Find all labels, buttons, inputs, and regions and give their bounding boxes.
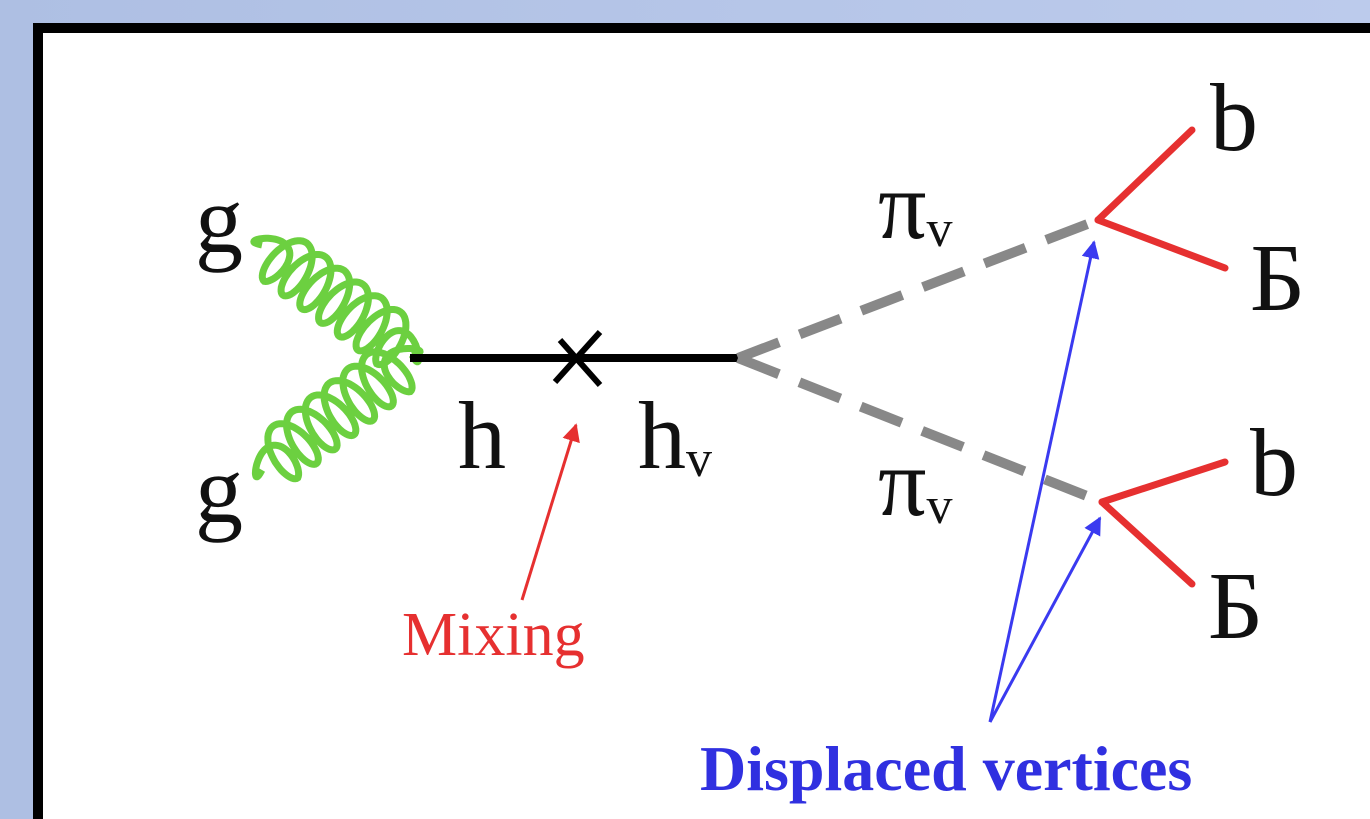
symbol: π [878,429,926,536]
quark-lines [1094,126,1229,588]
symbol: h [638,382,686,489]
mixing-arrow [520,423,580,601]
mixing-cross [557,338,603,387]
subscript: v [926,478,952,535]
gluon-label: g [195,436,243,543]
subscript: v [686,431,712,488]
subscript: v [926,201,952,258]
mixing-cross [552,329,603,385]
mixing-label: Mixing [402,601,585,669]
vertex-arrow [988,240,1100,723]
quark-label: Б [1250,224,1305,331]
frame [33,23,1370,819]
quark-line [1094,126,1196,224]
vertex-arrow [988,516,1102,723]
gluons [250,234,424,483]
displaced-vertices-label: Displaced vertices [700,733,1192,804]
quark-label: Б [1208,552,1263,659]
gluon-label: g [195,166,243,273]
quark-label: b [1250,409,1298,516]
symbol: π [878,152,926,259]
gluon-line [250,234,423,369]
hidden-higgs-label: hv [638,382,712,489]
quark-line [1094,216,1229,272]
quark-line [1098,458,1229,506]
quark-line [1098,498,1196,588]
pion-label: πv [878,152,952,259]
gluon-line [251,345,424,483]
pion-label: πv [878,429,952,536]
quark-label: b [1210,64,1258,171]
higgs-label: h [458,382,506,489]
